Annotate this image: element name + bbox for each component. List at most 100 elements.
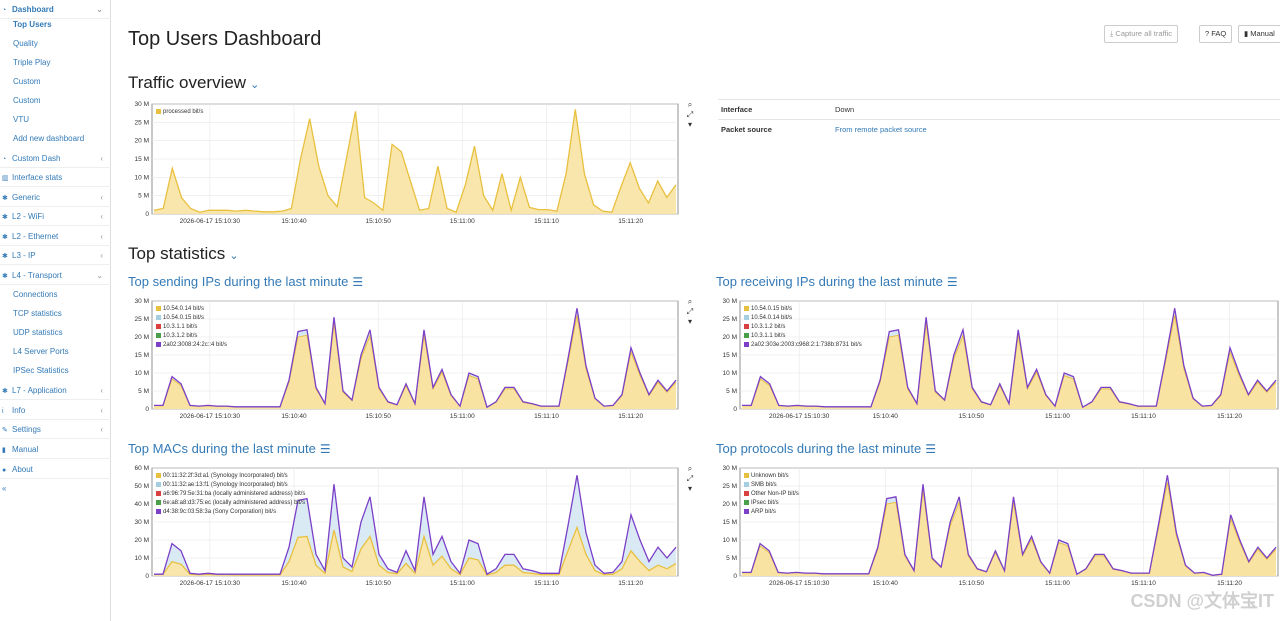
reset-zoom-icon[interactable]: ⤢ <box>686 307 694 316</box>
x-tick-label: 15:10:50 <box>959 413 985 420</box>
sidebar-item-generic[interactable]: ✱ Generic ‹ <box>0 188 111 207</box>
legend-swatch <box>744 508 749 514</box>
capture-all-traffic-button[interactable]: ⤓ Capture all traffic <box>1104 25 1178 43</box>
sidebar-item-[interactable]: « <box>0 479 111 498</box>
sidebar-item-top-users[interactable]: Top Users <box>0 15 111 34</box>
legend-swatch <box>744 332 749 338</box>
sidebar-item-quality[interactable]: Quality <box>0 34 111 53</box>
reset-zoom-icon[interactable]: ⤢ <box>686 110 694 119</box>
info-key: Packet source <box>721 125 772 134</box>
sidebar-item-label: L7 - Application <box>12 386 67 395</box>
chart-macs: 0 10 M 20 M 30 M 40 M 50 M 60 M 2026-06-17 15:1… <box>128 465 679 590</box>
chart-title-label: Top MACs during the last minute <box>128 441 316 456</box>
sidebar-item-vtu[interactable]: VTU <box>0 110 111 129</box>
chart-legend: 10.54.0.14 bit/s 10.54.0.15 bit/s 10.3.1.1… <box>156 305 227 350</box>
caret-down-icon[interactable]: ▾ <box>687 120 692 129</box>
top-statistics-label: Top statistics <box>128 244 226 263</box>
legend-swatch <box>156 490 161 496</box>
chart-title-proto[interactable]: Top protocols during the last minute ☰ <box>716 441 936 456</box>
list-icon[interactable]: ☰ <box>352 275 364 289</box>
sidebar-item-label: L2 - Ethernet <box>12 232 59 241</box>
legend-swatch <box>156 332 161 338</box>
list-icon[interactable]: ☰ <box>319 442 331 456</box>
sidebar-item-label: Add new dashboard <box>13 134 85 143</box>
sidebar-item-l7-application[interactable]: ✱ L7 - Application ‹ <box>0 381 111 400</box>
manual-button[interactable]: ▮ Manual <box>1238 25 1280 43</box>
legend-entry: 10.3.1.1 bit/s <box>156 323 227 332</box>
series-area-yellow <box>154 315 676 409</box>
chevron-down-icon[interactable]: ⌄ <box>229 250 239 262</box>
sidebar-item-udp-statistics[interactable]: UDP statistics <box>0 323 111 342</box>
sidebar-item-custom-dash[interactable]: ◔ Custom Dash ‹ <box>0 149 111 168</box>
info-row: Packet source From remote packet source <box>718 119 1280 139</box>
sidebar-item-about[interactable]: ● About <box>0 460 111 479</box>
legend-label: Other Non-IP bit/s <box>751 491 799 497</box>
sidebar-item-interface-stats[interactable]: ▥ Interface stats <box>0 168 111 187</box>
sidebar-item-l2-ethernet[interactable]: ✱ L2 - Ethernet ‹ <box>0 227 111 246</box>
sidebar-item-label: Interface stats <box>12 173 63 182</box>
series-line-4 <box>742 475 1277 576</box>
y-tick-label: 20 M <box>135 537 149 544</box>
sidebar-item-label: Custom <box>13 77 41 86</box>
faq-button[interactable]: ? FAQ <box>1199 25 1233 43</box>
sidebar-item-ipsec-statistics[interactable]: IPSec Statistics <box>0 361 111 380</box>
sidebar-item-l3-ip[interactable]: ✱ L3 - IP ‹ <box>0 246 111 265</box>
chevron-down-icon: ⌄ <box>96 5 103 14</box>
book-icon: ▮ <box>2 447 6 454</box>
x-tick-label: 15:10:40 <box>281 580 307 587</box>
y-tick-label: 5 M <box>726 388 737 395</box>
sidebar-item-l4-transport[interactable]: ✱ L4 - Transport ⌄ <box>0 266 111 285</box>
sidebar-item-dashboard[interactable]: ◔ Dashboard ⌄ <box>0 0 111 19</box>
y-tick-label: 10 M <box>723 537 737 544</box>
caret-down-icon[interactable]: ▾ <box>687 484 692 493</box>
sidebar-item-manual[interactable]: ▮ Manual <box>0 440 111 459</box>
sidebar-item-tcp-statistics[interactable]: TCP statistics <box>0 304 111 323</box>
list-icon[interactable]: ☰ <box>946 275 958 289</box>
chart-title-macs[interactable]: Top MACs during the last minute ☰ <box>128 441 331 456</box>
chevron-left-icon: ‹ <box>100 251 103 260</box>
sidebar-item-l2-wifi[interactable]: ✱ L2 - WiFi ‹ <box>0 207 111 226</box>
sidebar-item-settings[interactable]: ✎ Settings ‹ <box>0 420 111 439</box>
x-tick-label: 15:11:10 <box>534 413 559 420</box>
legend-label: 6e:a8:a8:d3:75:ec (locally administered … <box>163 500 306 506</box>
reset-zoom-icon[interactable]: ⤢ <box>686 474 694 483</box>
chart-legend: 10.54.0.15 bit/s 10.54.0.14 bit/s 10.3.1.2… <box>744 305 862 350</box>
x-tick-label: 15:11:20 <box>1217 580 1242 587</box>
zoom-icon[interactable]: ⌕ <box>687 464 693 473</box>
caret-down-icon[interactable]: ▾ <box>687 317 692 326</box>
legend-label: 10.3.1.1 bit/s <box>751 333 786 339</box>
gear-icon: ✱ <box>2 195 8 202</box>
chevron-left-icon: ‹ <box>100 386 103 395</box>
top-statistics-title[interactable]: Top statistics ⌄ <box>128 244 239 264</box>
sidebar-item-l4-server-ports[interactable]: L4 Server Ports <box>0 342 111 361</box>
chart-title-recv[interactable]: Top receiving IPs during the last minute… <box>716 274 958 289</box>
sidebar-item-label: About <box>12 465 33 474</box>
x-tick-label: 15:11:00 <box>1045 413 1070 420</box>
y-tick-label: 10 M <box>135 370 149 377</box>
chart-title-send[interactable]: Top sending IPs during the last minute ☰ <box>128 274 363 289</box>
x-tick-label: 15:11:00 <box>450 413 475 420</box>
info-row: Interface Down <box>718 99 1280 119</box>
sidebar-item-label: Quality <box>13 39 38 48</box>
x-tick-label: 15:11:20 <box>618 218 643 225</box>
legend-swatch <box>156 108 161 114</box>
legend-entry: IPsec bit/s <box>744 499 799 508</box>
chevron-left-icon: ‹ <box>100 154 103 163</box>
chevron-down-icon[interactable]: ⌄ <box>250 79 260 91</box>
y-tick-label: 5 M <box>138 388 149 395</box>
sidebar-item-info[interactable]: i Info ‹ <box>0 401 111 420</box>
sidebar-item-add-new-dashboard[interactable]: Add new dashboard <box>0 129 111 148</box>
y-tick-label: 20 M <box>135 334 149 341</box>
y-tick-label: 30 M <box>135 298 149 305</box>
zoom-icon[interactable]: ⌕ <box>687 297 693 306</box>
info-table: Interface Down Packet source From remote pa… <box>718 99 1280 139</box>
traffic-overview-title[interactable]: Traffic overview ⌄ <box>128 73 259 93</box>
sidebar-item-custom[interactable]: Custom <box>0 72 111 91</box>
list-icon[interactable]: ☰ <box>925 442 936 456</box>
sidebar-item-connections[interactable]: Connections <box>0 285 111 304</box>
legend-entry: 10.54.0.15 bit/s <box>156 314 227 323</box>
zoom-icon[interactable]: ⌕ <box>687 100 693 109</box>
sidebar-item-custom[interactable]: Custom <box>0 91 111 110</box>
sidebar-item-triple-play[interactable]: Triple Play <box>0 53 111 72</box>
info-value[interactable]: From remote packet source <box>835 125 927 134</box>
